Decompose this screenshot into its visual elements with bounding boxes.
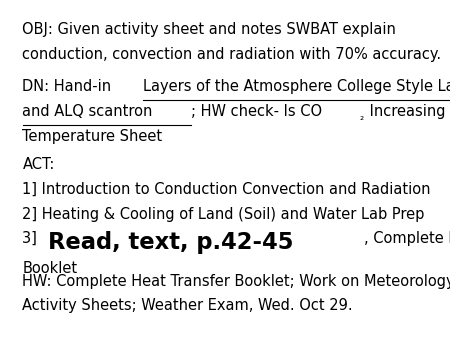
Text: Layers of the Atmosphere College Style Lab: Layers of the Atmosphere College Style L… — [144, 79, 450, 94]
Text: HW: Complete Heat Transfer Booklet; Work on Meteorology: HW: Complete Heat Transfer Booklet; Work… — [22, 274, 450, 289]
Text: Increasing Earth’s: Increasing Earth’s — [365, 104, 450, 119]
Text: 3]: 3] — [22, 231, 42, 246]
Text: ; HW check- Is CO: ; HW check- Is CO — [191, 104, 322, 119]
Text: ACT:: ACT: — [22, 157, 55, 172]
Text: 2] Heating & Cooling of Land (Soil) and Water Lab Prep: 2] Heating & Cooling of Land (Soil) and … — [22, 207, 425, 221]
Text: Activity Sheets; Weather Exam, Wed. Oct 29.: Activity Sheets; Weather Exam, Wed. Oct … — [22, 298, 353, 313]
Text: conduction, convection and radiation with 70% accuracy.: conduction, convection and radiation wit… — [22, 47, 441, 62]
Text: DN: Hand-in: DN: Hand-in — [22, 79, 116, 94]
Text: and ALQ scantron: and ALQ scantron — [22, 104, 153, 119]
Text: Booklet: Booklet — [22, 261, 77, 276]
Text: , Complete Heat Transfer: , Complete Heat Transfer — [364, 231, 450, 246]
Text: Temperature Sheet: Temperature Sheet — [22, 129, 162, 144]
Text: 1] Introduction to Conduction Convection and Radiation: 1] Introduction to Conduction Convection… — [22, 182, 431, 197]
Text: ₂: ₂ — [360, 112, 364, 121]
Text: OBJ: Given activity sheet and notes SWBAT explain: OBJ: Given activity sheet and notes SWBA… — [22, 22, 396, 37]
Text: Read, text, p.42-45: Read, text, p.42-45 — [48, 231, 293, 254]
